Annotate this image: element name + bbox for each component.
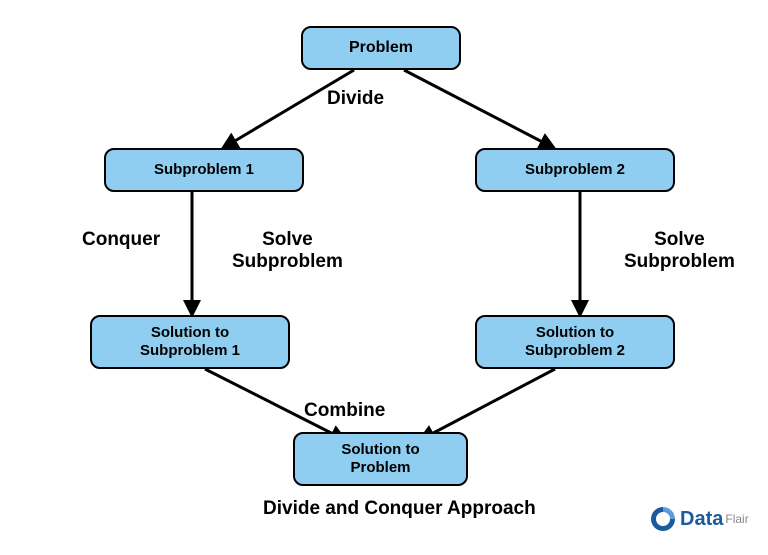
brand-logo-main: Data bbox=[680, 508, 723, 531]
node-problem-label: Problem bbox=[349, 38, 413, 57]
brand-logo: Data Flair bbox=[648, 504, 749, 534]
edge-sol2-solution bbox=[420, 369, 555, 440]
brand-logo-icon bbox=[648, 504, 678, 534]
node-solution-2: Solution toSubproblem 2 bbox=[475, 315, 675, 369]
node-sol1-label: Solution toSubproblem 1 bbox=[140, 324, 240, 360]
node-problem: Problem bbox=[301, 26, 461, 70]
node-solution: Solution toProblem bbox=[293, 432, 468, 486]
diagram-title: Divide and Conquer Approach bbox=[263, 498, 536, 520]
node-subproblem-1: Subproblem 1 bbox=[104, 148, 304, 192]
node-subproblem-2: Subproblem 2 bbox=[475, 148, 675, 192]
edge-problem-sub2 bbox=[404, 70, 554, 148]
node-solution-1: Solution toSubproblem 1 bbox=[90, 315, 290, 369]
node-sol2-label: Solution toSubproblem 2 bbox=[525, 324, 625, 360]
label-solve-1: SolveSubproblem bbox=[232, 229, 343, 273]
label-combine: Combine bbox=[304, 400, 385, 422]
node-sub2-label: Subproblem 2 bbox=[525, 161, 625, 179]
node-solution-label: Solution toProblem bbox=[341, 441, 419, 477]
brand-logo-sub: Flair bbox=[725, 512, 748, 526]
label-conquer: Conquer bbox=[82, 229, 160, 251]
label-solve-2: SolveSubproblem bbox=[624, 229, 735, 273]
label-divide: Divide bbox=[327, 88, 384, 110]
node-sub1-label: Subproblem 1 bbox=[154, 161, 254, 179]
